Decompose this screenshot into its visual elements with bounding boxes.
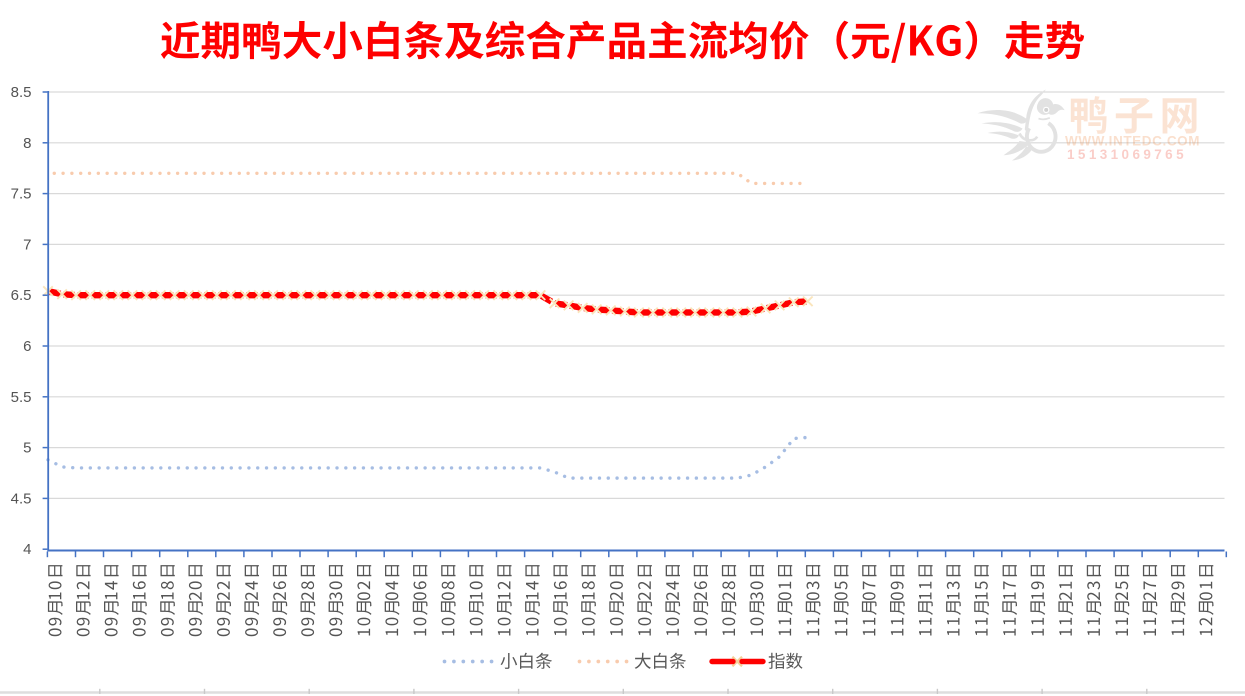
- svg-text:7.5: 7.5: [11, 186, 32, 203]
- svg-text:5.5: 5.5: [11, 389, 32, 406]
- svg-text:WWW.INTEDC.COM: WWW.INTEDC.COM: [1065, 134, 1200, 149]
- svg-text:5: 5: [23, 440, 31, 457]
- svg-text:15131069765: 15131069765: [1067, 147, 1187, 162]
- svg-text:7: 7: [23, 236, 31, 253]
- svg-text:8.5: 8.5: [11, 84, 32, 101]
- svg-text:6: 6: [23, 338, 31, 355]
- svg-text:4.5: 4.5: [11, 490, 32, 507]
- svg-text:6.5: 6.5: [11, 287, 32, 304]
- svg-text:8: 8: [23, 135, 31, 152]
- svg-text:4: 4: [23, 541, 31, 558]
